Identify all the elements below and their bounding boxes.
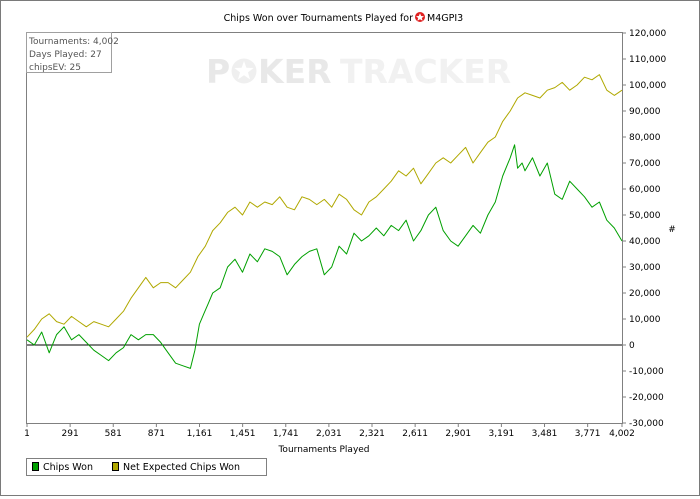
axes: 1 291 581 871 1,161 1,451 1,741 2,031 2,321 2,611…	[24, 29, 666, 439]
series-layer	[26, 74, 623, 369]
pokertracker-watermark: P KER TRACKER	[206, 52, 511, 91]
y-tick-label: -20,000	[629, 393, 664, 403]
y-tick-label: 20,000	[629, 289, 661, 299]
player-name: M4GPI3	[427, 13, 463, 24]
y-tick-label: 90,000	[629, 107, 661, 117]
x-tick-label: 3,771	[575, 429, 601, 439]
svg-text:KER: KER	[258, 52, 332, 91]
stat-chipsev: chipsEV: 25	[29, 63, 81, 73]
x-tick-label: 4,002	[609, 429, 635, 439]
legend-box	[26, 458, 267, 476]
x-tick-label: 2,611	[402, 429, 428, 439]
x-tick-label: 3,191	[489, 429, 515, 439]
y-tick-label: 0	[629, 341, 635, 351]
y-tick-label: -10,000	[629, 367, 664, 377]
legend-swatch-chips-won	[32, 462, 39, 471]
pokerstars-icon	[415, 12, 425, 22]
plot-area	[26, 32, 623, 424]
y-tick-label: 40,000	[629, 237, 661, 247]
series-line-chips-won	[26, 144, 623, 369]
x-tick-label: 2,031	[316, 429, 342, 439]
legend-label-chips-won: Chips Won	[43, 462, 93, 473]
y-tick-label: 70,000	[629, 159, 661, 169]
x-tick-label: 1,451	[230, 429, 256, 439]
stat-tournaments: Tournaments: 4,002	[28, 37, 119, 47]
x-tick-label: 871	[148, 429, 165, 439]
x-tick-label: 2,321	[359, 429, 385, 439]
y-tick-label: 100,000	[629, 81, 666, 91]
x-tick-label: 3,481	[532, 429, 558, 439]
y-tick-label: 120,000	[629, 29, 666, 39]
y-axis-label: #	[668, 225, 676, 235]
series-line-net-expected-chips-won	[26, 74, 623, 338]
svg-text:TRACKER: TRACKER	[340, 52, 511, 91]
y-tick-label: 110,000	[629, 55, 666, 65]
y-tick-label: 10,000	[629, 315, 661, 325]
x-tick-label: 1,741	[273, 429, 299, 439]
y-tick-label: 50,000	[629, 211, 661, 221]
legend-label-net-expected: Net Expected Chips Won	[123, 462, 240, 473]
y-tick-label: 60,000	[629, 185, 661, 195]
x-tick-label: 2,901	[445, 429, 471, 439]
y-tick-label: 30,000	[629, 263, 661, 273]
y-tick-label: 80,000	[629, 133, 661, 143]
x-tick-label: 291	[62, 429, 79, 439]
chart-title: Chips Won over Tournaments Played for	[224, 13, 413, 24]
x-tick-label: 1	[24, 429, 30, 439]
legend-swatch-net-expected	[112, 462, 119, 471]
stats-box: Tournaments: 4,002 Days Played: 27 chips…	[26, 32, 119, 73]
stat-days-played: Days Played: 27	[29, 50, 102, 60]
x-tick-label: 1,161	[187, 429, 213, 439]
x-tick-label: 581	[105, 429, 122, 439]
x-axis-label: Tournaments Played	[277, 445, 369, 455]
svg-text:P: P	[206, 52, 230, 91]
y-tick-label: -30,000	[629, 419, 664, 429]
legend: Chips Won Net Expected Chips Won	[26, 458, 267, 476]
